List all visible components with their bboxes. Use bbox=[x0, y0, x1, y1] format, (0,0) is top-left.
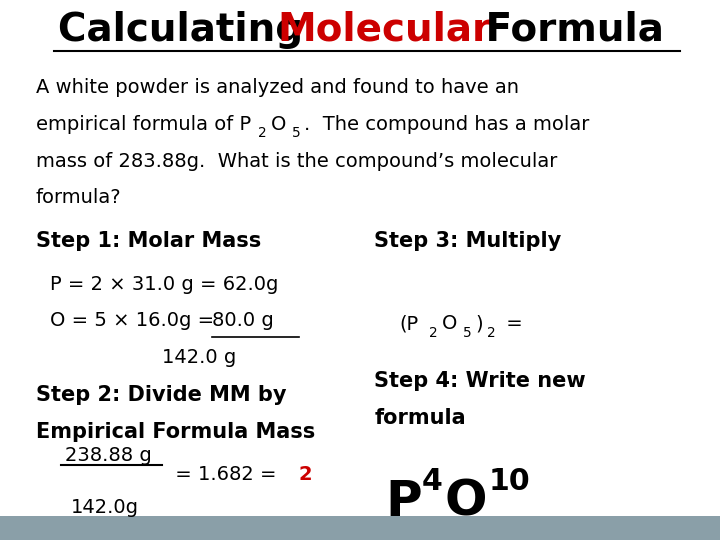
Text: formula: formula bbox=[374, 408, 466, 428]
Text: 238.88 g: 238.88 g bbox=[65, 446, 151, 465]
Text: ): ) bbox=[475, 314, 483, 333]
Text: .  The compound has a molar: . The compound has a molar bbox=[304, 115, 589, 134]
Text: O: O bbox=[271, 115, 286, 134]
Text: O: O bbox=[445, 478, 487, 526]
Text: Step 3: Multiply: Step 3: Multiply bbox=[374, 231, 562, 251]
FancyBboxPatch shape bbox=[0, 516, 720, 540]
Text: 5: 5 bbox=[292, 126, 300, 140]
Text: 2: 2 bbox=[299, 465, 312, 484]
Text: 142.0 g: 142.0 g bbox=[162, 348, 236, 367]
Text: formula?: formula? bbox=[36, 188, 122, 207]
Text: 2: 2 bbox=[429, 326, 438, 340]
Text: 10: 10 bbox=[488, 467, 530, 496]
Text: Formula: Formula bbox=[472, 11, 663, 49]
Text: A white powder is analyzed and found to have an: A white powder is analyzed and found to … bbox=[36, 78, 519, 97]
Text: 4: 4 bbox=[421, 467, 442, 496]
Text: mass of 283.88g.  What is the compound’s molecular: mass of 283.88g. What is the compound’s … bbox=[36, 152, 557, 171]
Text: Molecular: Molecular bbox=[277, 11, 491, 49]
Text: 142.0g: 142.0g bbox=[71, 498, 138, 517]
Text: 2: 2 bbox=[258, 126, 266, 140]
Text: = 1.682 =: = 1.682 = bbox=[169, 465, 283, 484]
Text: O = 5 × 16.0g =: O = 5 × 16.0g = bbox=[50, 312, 221, 330]
Text: Step 2: Divide MM by: Step 2: Divide MM by bbox=[36, 385, 287, 405]
Text: empirical formula of P: empirical formula of P bbox=[36, 115, 251, 134]
Text: 5: 5 bbox=[463, 326, 472, 340]
Text: Step 4: Write new: Step 4: Write new bbox=[374, 371, 586, 391]
Text: Step 1: Molar Mass: Step 1: Molar Mass bbox=[36, 231, 261, 251]
Text: (P: (P bbox=[400, 314, 419, 333]
Text: 80.0 g: 80.0 g bbox=[212, 312, 274, 330]
Text: O: O bbox=[442, 314, 457, 333]
Text: P = 2 × 31.0 g = 62.0g: P = 2 × 31.0 g = 62.0g bbox=[50, 275, 279, 294]
Text: Empirical Formula Mass: Empirical Formula Mass bbox=[36, 422, 315, 442]
Text: P: P bbox=[385, 478, 422, 526]
Text: =: = bbox=[500, 314, 523, 333]
Text: Calculating: Calculating bbox=[58, 11, 316, 49]
Text: 2: 2 bbox=[487, 326, 496, 340]
